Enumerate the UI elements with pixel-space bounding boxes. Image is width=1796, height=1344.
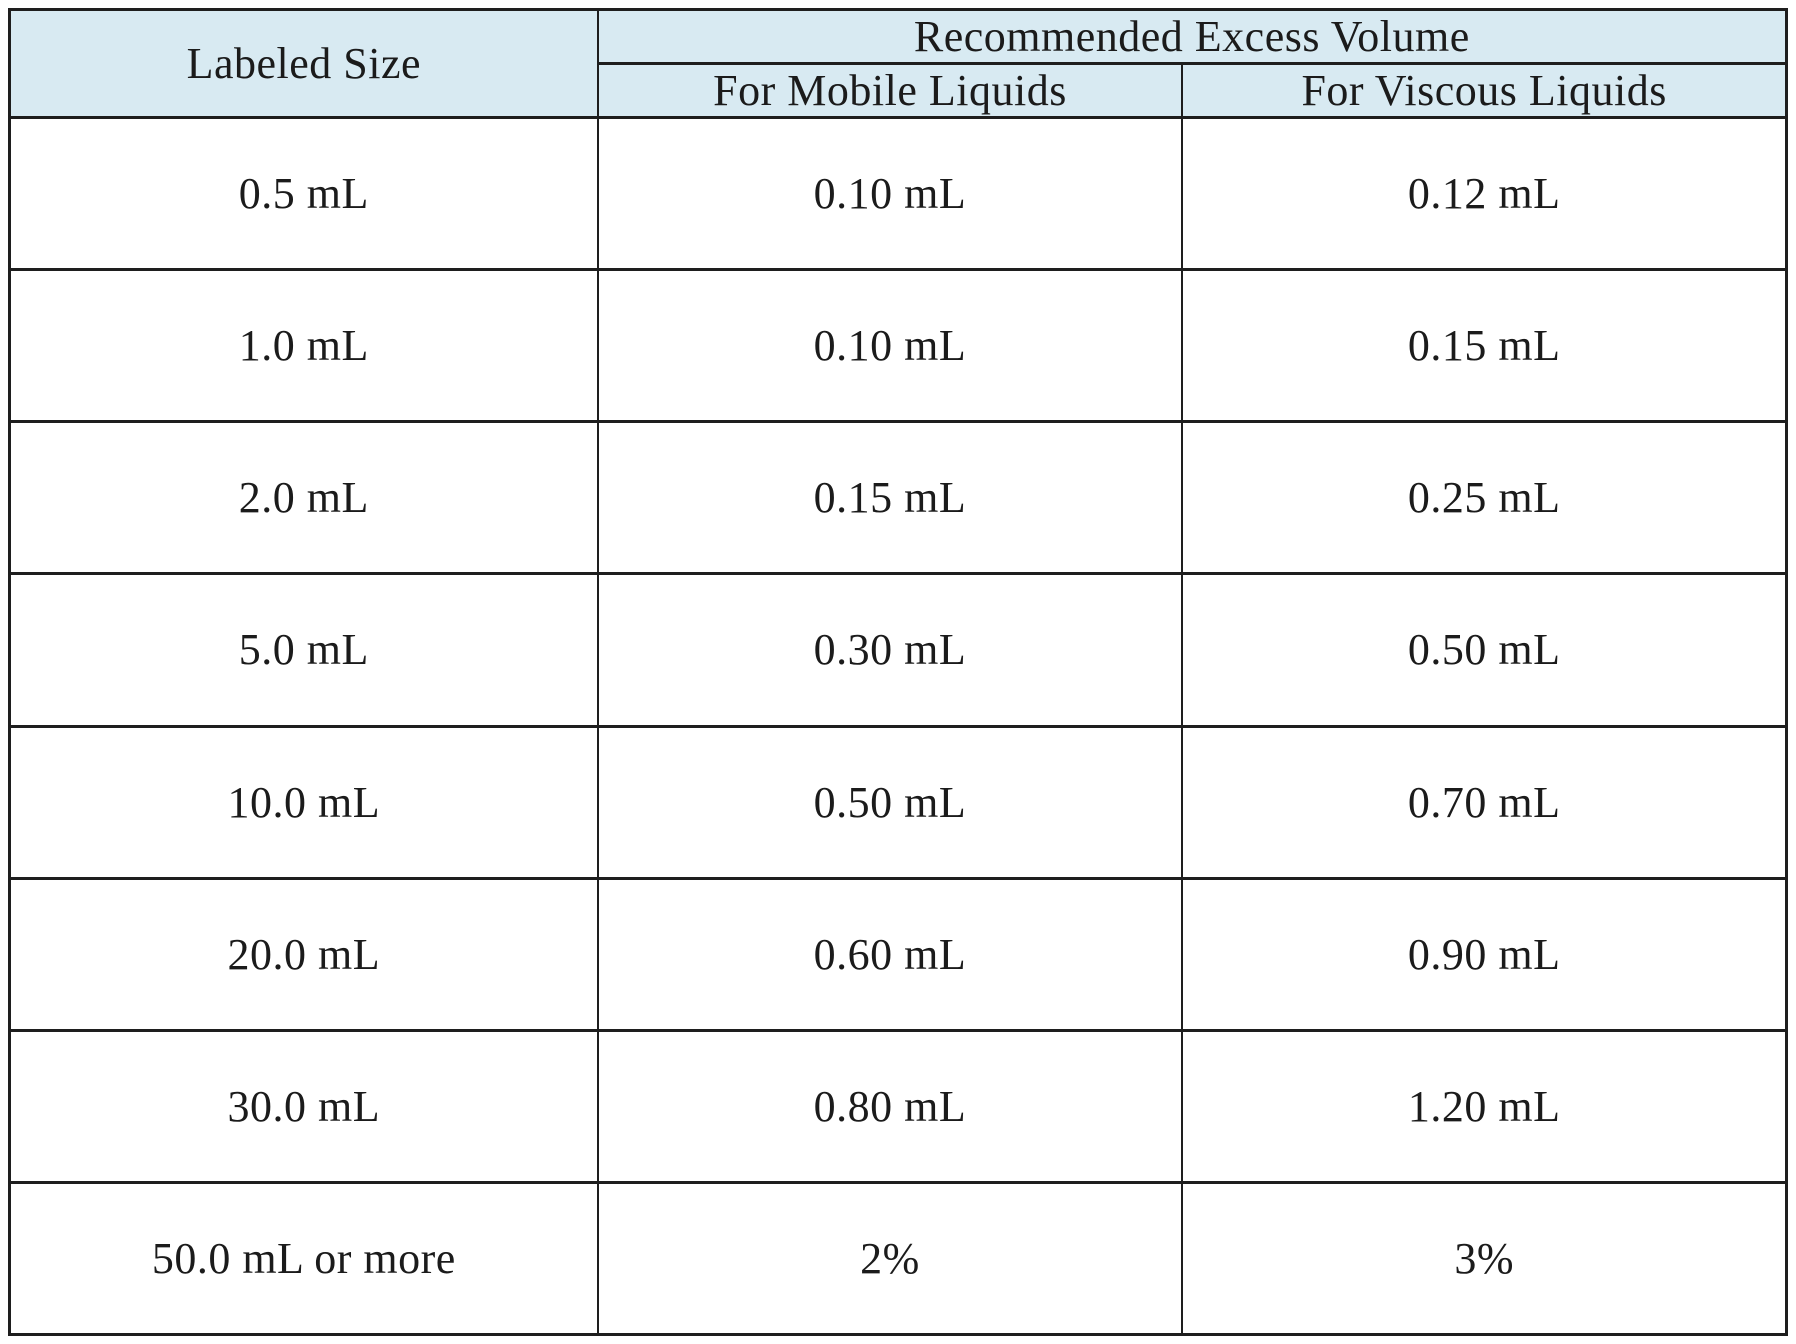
table-body: 0.5 mL 0.10 mL 0.12 mL 1.0 mL 0.10 mL 0.15 mL… <box>8 115 1788 1337</box>
table-row: 30.0 mL 0.80 mL 1.20 mL <box>8 1028 1788 1184</box>
cell-viscous: 0.70 mL <box>1181 724 1788 880</box>
cell-labeled-size: 20.0 mL <box>8 876 599 1032</box>
cell-viscous: 0.12 mL <box>1181 115 1788 272</box>
cell-mobile: 0.10 mL <box>596 115 1184 272</box>
cell-labeled-size: 0.5 mL <box>8 115 599 272</box>
header-row-group: Labeled Size Recommended Excess Volume <box>8 8 1788 119</box>
cell-mobile: 0.80 mL <box>596 1028 1184 1184</box>
header-viscous-liquids: For Viscous Liquids <box>1181 62 1788 119</box>
cell-viscous: 0.15 mL <box>1181 268 1788 424</box>
cell-viscous: 1.20 mL <box>1181 1028 1788 1184</box>
cell-viscous: 0.50 mL <box>1181 572 1788 728</box>
cell-mobile: 0.60 mL <box>596 876 1184 1032</box>
cell-labeled-size: 5.0 mL <box>8 572 599 728</box>
header-recommended-excess-volume: Recommended Excess Volume <box>596 8 1788 65</box>
table-header: Labeled Size Recommended Excess Volume F… <box>8 8 1788 119</box>
table-row: 50.0 mL or more 2% 3% <box>8 1180 1788 1337</box>
cell-mobile: 0.50 mL <box>596 724 1184 880</box>
cell-viscous: 3% <box>1181 1180 1788 1337</box>
cell-mobile: 0.30 mL <box>596 572 1184 728</box>
table-row: 1.0 mL 0.10 mL 0.15 mL <box>8 268 1788 424</box>
cell-viscous: 0.90 mL <box>1181 876 1788 1032</box>
header-row-sub: For Mobile Liquids For Viscous Liquids <box>10 62 1788 119</box>
cell-labeled-size: 1.0 mL <box>8 268 599 424</box>
excess-volume-table: Labeled Size Recommended Excess Volume F… <box>8 8 1788 1337</box>
cell-mobile: 2% <box>596 1180 1184 1337</box>
table-row: 10.0 mL 0.50 mL 0.70 mL <box>8 724 1788 880</box>
table-row: 5.0 mL 0.30 mL 0.50 mL <box>8 572 1788 728</box>
cell-mobile: 0.10 mL <box>596 268 1184 424</box>
header-mobile-liquids: For Mobile Liquids <box>596 62 1184 119</box>
table-row: 20.0 mL 0.60 mL 0.90 mL <box>8 876 1788 1032</box>
cell-viscous: 0.25 mL <box>1181 420 1788 576</box>
header-labeled-size: Labeled Size <box>8 8 599 119</box>
cell-labeled-size: 30.0 mL <box>8 1028 599 1184</box>
table-row: 0.5 mL 0.10 mL 0.12 mL <box>8 115 1788 272</box>
cell-labeled-size: 10.0 mL <box>8 724 599 880</box>
cell-labeled-size: 2.0 mL <box>8 420 599 576</box>
cell-mobile: 0.15 mL <box>596 420 1184 576</box>
table-row: 2.0 mL 0.15 mL 0.25 mL <box>8 420 1788 576</box>
cell-labeled-size: 50.0 mL or more <box>8 1180 599 1337</box>
